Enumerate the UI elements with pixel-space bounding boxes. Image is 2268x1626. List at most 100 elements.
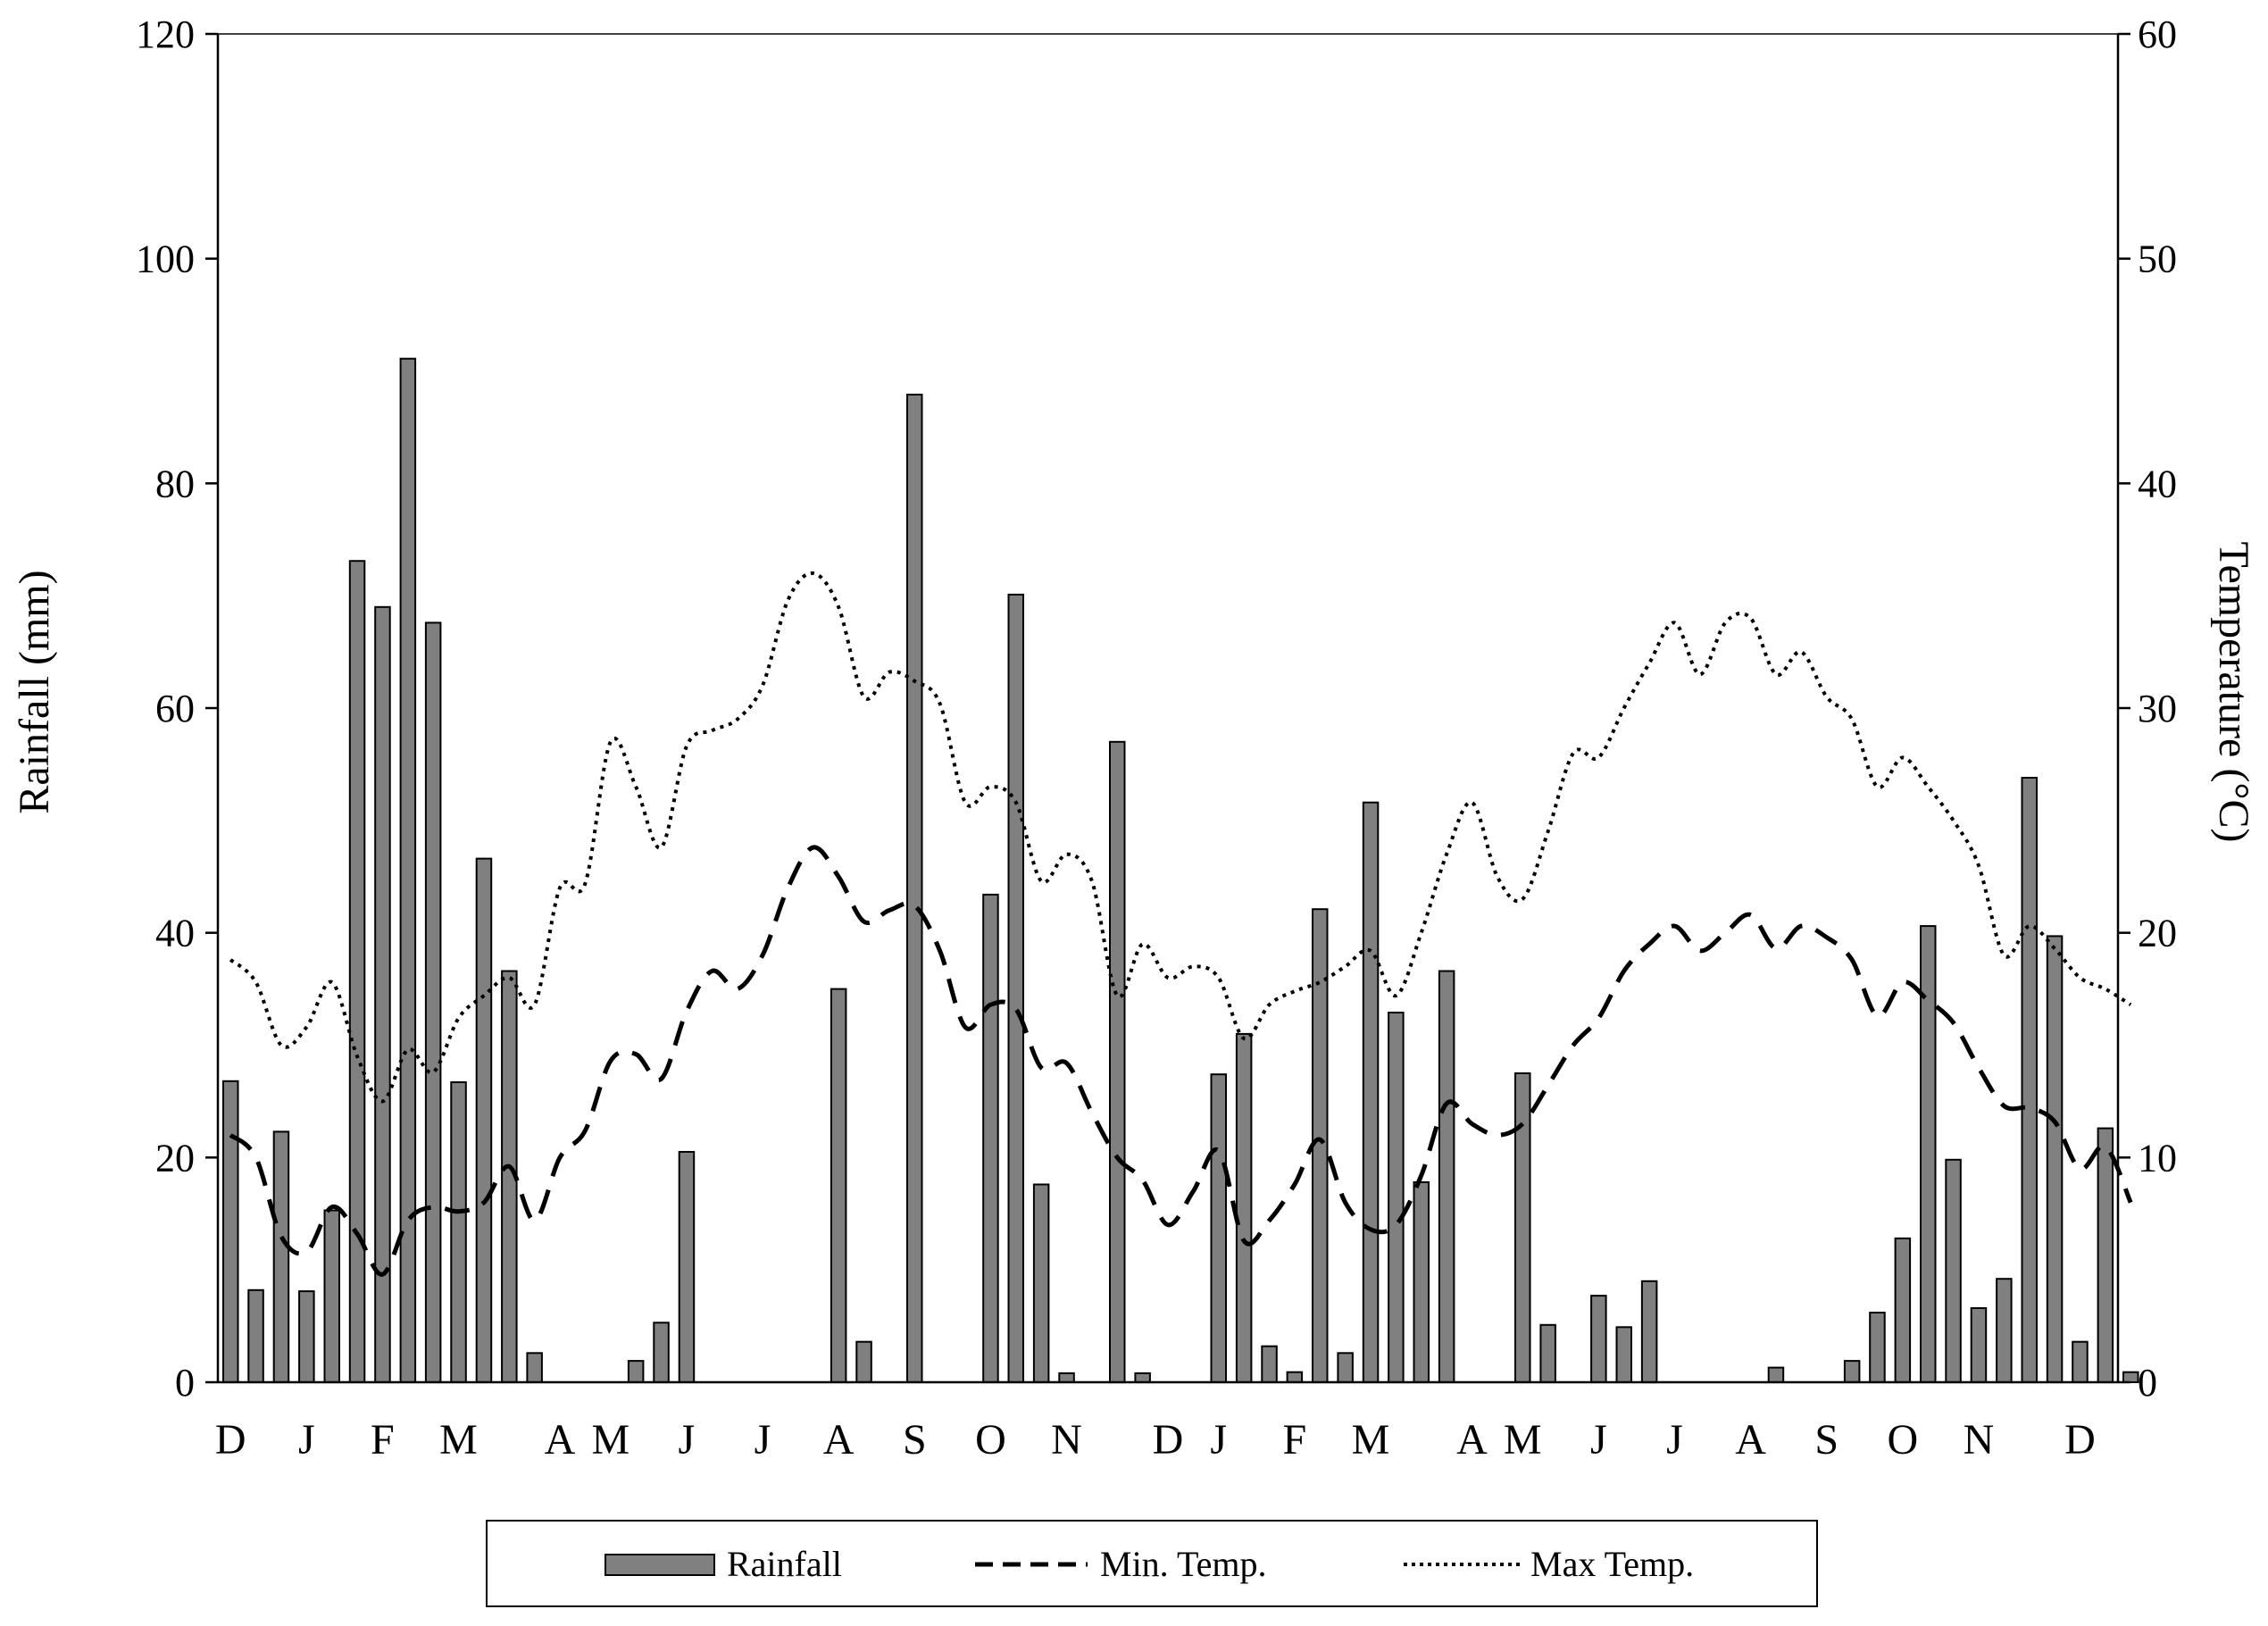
rainfall-bar bbox=[1413, 1181, 1430, 1383]
rainfall-bar bbox=[1058, 1372, 1075, 1384]
rainfall-bar bbox=[424, 621, 442, 1383]
rainfall-bar bbox=[1286, 1371, 1304, 1383]
x-tick-label: N bbox=[1051, 1416, 1082, 1463]
y-tick-label-left: 0 bbox=[175, 1361, 195, 1405]
x-tick-label: J bbox=[298, 1416, 315, 1463]
y-tick-label-right: 40 bbox=[2138, 462, 2177, 505]
x-tick-label: D bbox=[215, 1416, 246, 1463]
x-tick-label: M bbox=[439, 1416, 478, 1463]
rainfall-bar bbox=[1032, 1183, 1050, 1383]
y-tick-label-right: 0 bbox=[2138, 1361, 2157, 1405]
y-tick-label-left: 80 bbox=[155, 462, 195, 505]
rainfall-bar bbox=[450, 1081, 467, 1383]
x-tick-label: A bbox=[545, 1416, 576, 1463]
x-tick-label: J bbox=[679, 1416, 696, 1463]
y-tick-label-right: 30 bbox=[2138, 687, 2177, 730]
rainfall-bar bbox=[1312, 908, 1329, 1383]
y-tick-label-left: 60 bbox=[155, 687, 195, 730]
rainfall-bar bbox=[1894, 1237, 1912, 1384]
rainfall-bar bbox=[298, 1290, 315, 1383]
rainfall-bar bbox=[1843, 1360, 1861, 1383]
rainfall-bar bbox=[348, 560, 366, 1383]
plot-area bbox=[222, 357, 2139, 1384]
rainfall-bar bbox=[1996, 1278, 2013, 1383]
rainfall-bar bbox=[1261, 1345, 1278, 1383]
rainfall-bar bbox=[855, 1340, 872, 1383]
legend-rainfall-swatch bbox=[605, 1554, 715, 1576]
y-axis-title-right: Temperature (°C) bbox=[2210, 541, 2257, 842]
rainfall-bar bbox=[2097, 1127, 2114, 1383]
rainfall-bar bbox=[1235, 1032, 1253, 1384]
rainfall-bar bbox=[475, 857, 493, 1383]
y-tick-label-right: 50 bbox=[2138, 238, 2177, 281]
rainfall-bar bbox=[1109, 740, 1126, 1384]
rainfall-bar bbox=[1767, 1366, 1785, 1383]
legend: Rainfall Min. Temp. Max Temp. bbox=[486, 1520, 1818, 1607]
x-tick-label: S bbox=[903, 1416, 927, 1463]
y-tick-label-left: 40 bbox=[155, 912, 195, 955]
y-tick-label-left: 20 bbox=[155, 1136, 195, 1180]
x-tick-label: J bbox=[1210, 1416, 1227, 1463]
x-tick-label: F bbox=[371, 1416, 395, 1463]
y-axis-title-left: Rainfall (mm) bbox=[11, 570, 58, 813]
rainfall-bar bbox=[1438, 970, 1455, 1383]
rainfall-bar bbox=[1134, 1372, 1151, 1384]
rainfall-bar bbox=[1945, 1158, 1962, 1384]
rainfall-bar bbox=[2122, 1371, 2139, 1383]
rainfall-bar bbox=[627, 1360, 645, 1383]
rainfall-bar bbox=[653, 1322, 670, 1384]
rainfall-bar bbox=[1970, 1307, 1988, 1383]
x-tick-label: S bbox=[1814, 1416, 1839, 1463]
rainfall-bar bbox=[1210, 1073, 1227, 1383]
rainfall-bar bbox=[222, 1080, 239, 1384]
rainfall-bar bbox=[1388, 1012, 1405, 1383]
legend-rainfall-label: Rainfall bbox=[727, 1544, 842, 1584]
x-tick-label: M bbox=[1504, 1416, 1542, 1463]
x-tick-label: J bbox=[1590, 1416, 1607, 1463]
x-tick-label: M bbox=[1352, 1416, 1390, 1463]
x-tick-label: F bbox=[1283, 1416, 1307, 1463]
x-tick-label: J bbox=[1666, 1416, 1683, 1463]
rainfall-bar bbox=[1869, 1312, 1886, 1383]
max-temp-line bbox=[229, 571, 2132, 1104]
x-tick-label: M bbox=[591, 1416, 630, 1463]
rainfall-bar bbox=[323, 1209, 340, 1383]
x-tick-label: J bbox=[755, 1416, 771, 1463]
rainfall-bar bbox=[678, 1151, 696, 1383]
rainfall-bar bbox=[374, 605, 391, 1383]
rainfall-bar bbox=[1514, 1072, 1531, 1383]
rainfall-bar bbox=[1007, 593, 1024, 1383]
rainfall-bar bbox=[2021, 777, 2038, 1383]
min-temp-line bbox=[229, 845, 2133, 1277]
rainfall-bar bbox=[247, 1288, 264, 1384]
x-tick-label: D bbox=[1153, 1416, 1184, 1463]
x-tick-label: A bbox=[1735, 1416, 1766, 1463]
rainfall-bar bbox=[2046, 935, 2064, 1384]
rainfall-bar bbox=[272, 1130, 290, 1384]
x-tick-label: A bbox=[823, 1416, 855, 1463]
legend-min-temp-label: Min. Temp. bbox=[1100, 1544, 1266, 1584]
y-tick-label-right: 60 bbox=[2138, 13, 2177, 56]
x-tick-label: O bbox=[1887, 1416, 1918, 1463]
rainfall-bar bbox=[399, 357, 417, 1384]
rainfall-bar bbox=[1615, 1326, 1632, 1384]
rainfall-bar bbox=[906, 393, 923, 1383]
rainfall-bar bbox=[1362, 801, 1380, 1383]
rainfall-bar bbox=[1337, 1352, 1354, 1384]
y-tick-label-right: 10 bbox=[2138, 1136, 2177, 1180]
rainfall-bar bbox=[1539, 1323, 1556, 1384]
x-tick-label: A bbox=[1456, 1416, 1488, 1463]
x-tick-label: O bbox=[975, 1416, 1006, 1463]
rainfall-bar bbox=[830, 988, 847, 1383]
rainfall-bar bbox=[2072, 1340, 2089, 1383]
rainfall-bar bbox=[982, 893, 999, 1383]
legend-max-temp-label: Max Temp. bbox=[1530, 1544, 1694, 1584]
y-tick-label-left: 100 bbox=[136, 238, 195, 281]
y-tick-label-right: 20 bbox=[2138, 912, 2177, 955]
rainfall-bar bbox=[1590, 1295, 1607, 1383]
y-tick-label-left: 120 bbox=[136, 13, 195, 56]
rainfall-bar bbox=[526, 1352, 543, 1384]
rainfall-bar bbox=[1640, 1280, 1658, 1384]
